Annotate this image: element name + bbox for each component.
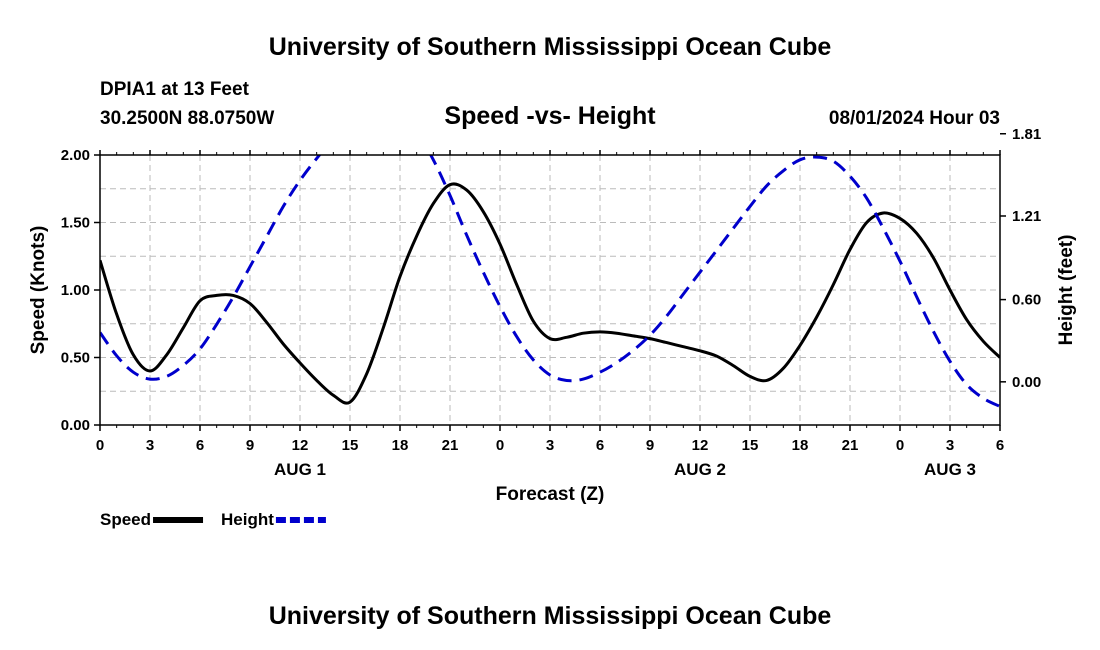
series-lines [100,155,1000,408]
speed-series-line [100,182,1000,405]
x-tick-label: 6 [196,437,204,454]
grid-lines [100,155,1000,425]
x-tick-label: 18 [392,437,409,454]
x-tick-label: 15 [342,437,359,454]
x-axis-label: Forecast (Z) [496,484,605,505]
page-title: University of Southern Mississippi Ocean… [269,33,832,61]
x-tick-label: 21 [842,437,859,454]
x-tick-label: 6 [596,437,604,454]
x-tick-label: 3 [146,437,154,454]
y-tick-label: 0.50 [61,350,90,367]
y-tick-label: 1.00 [61,282,90,299]
x-tick-label: 21 [442,437,459,454]
x-tick-label: 18 [792,437,809,454]
forecast-datetime: 08/01/2024 Hour 03 [829,108,1000,129]
x-tick-label: 6 [996,437,1004,454]
y-tick-label: 2.00 [61,147,90,164]
x-tick-label: 3 [946,437,954,454]
x-day-label: AUG 3 [924,460,976,479]
y-tick-label: 1.50 [61,215,90,232]
axes: 0 3 6 9 12 15 18 21 0 3 6 9 12 15 18 21 0 3 6 AUG 1 AUG 2 AUG… [61,126,1041,479]
y2-tick-label: 0.60 [1012,292,1041,309]
y2-tick-label: 1.21 [1012,208,1041,225]
x-tick-label: 15 [742,437,759,454]
legend: Speed Height [100,510,326,529]
x-tick-label: 0 [896,437,904,454]
y2-tick-label: 1.81 [1012,126,1041,143]
x-tick-label: 0 [496,437,504,454]
x-tick-label: 9 [246,437,254,454]
y-tick-label: 0.00 [61,417,90,434]
y2-tick-label: 0.00 [1012,374,1041,391]
y-axis-label: Speed (Knots) [28,226,49,355]
station-label: DPIA1 at 13 Feet [100,79,250,100]
x-tick-label: 9 [646,437,654,454]
x-tick-label: 12 [292,437,309,454]
x-tick-label: 3 [546,437,554,454]
x-day-label: AUG 2 [674,460,726,479]
chart-subtitle: Speed -vs- Height [444,102,656,130]
height-legend-label: Height [221,510,274,529]
footer-title: University of Southern Mississippi Ocean… [269,602,832,630]
x-tick-label: 0 [96,437,104,454]
y2-axis-label: Height (feet) [1056,235,1077,346]
x-tick-label: 12 [692,437,709,454]
coordinates-label: 30.2500N 88.0750W [100,108,274,129]
x-day-label: AUG 1 [274,460,326,479]
speed-legend-label: Speed [100,510,151,529]
height-series-line [100,155,1000,408]
